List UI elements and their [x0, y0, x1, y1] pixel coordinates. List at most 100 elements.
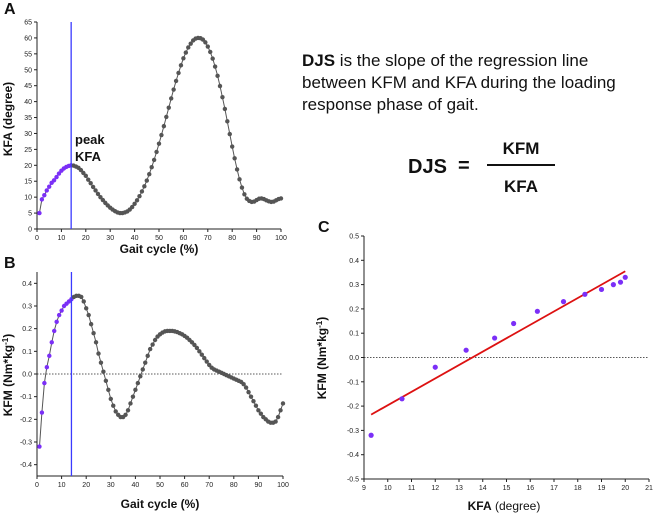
panel-c-data-point	[399, 396, 405, 402]
panel-a-y-tick-label: 20	[24, 163, 32, 170]
panel-a-data-point	[166, 105, 171, 110]
panel-a-data-point	[151, 157, 157, 163]
panel-a-y-tick-label: 45	[24, 83, 32, 90]
panel-a-data-point	[90, 184, 96, 190]
panel-a-data-point	[44, 188, 49, 193]
panel-a-data-point	[176, 70, 181, 76]
panel-a-data-point	[129, 204, 135, 210]
panel-b-ylabel-end: )	[1, 334, 15, 338]
panel-a-data-point	[239, 185, 245, 190]
panel-b-x-tick-label: 10	[58, 482, 66, 489]
panel-b-data-point	[37, 444, 42, 449]
panel-c-y-tick-label: 0.0	[349, 355, 359, 362]
panel-c-x-tick-label: 21	[645, 485, 653, 492]
panel-a-x-tick-label: 0	[35, 235, 39, 242]
panel-c-x-tick-label: 19	[598, 485, 606, 492]
panel-b-data-point	[150, 342, 155, 347]
panel-a-xlabel: Gait cycle (%)	[120, 242, 199, 256]
panel-b-data-point	[56, 312, 62, 318]
panel-b-data-point	[81, 299, 86, 304]
panel-c-x-tick-label: 20	[621, 485, 629, 492]
panel-c-y-tick-label: 0.4	[349, 258, 359, 265]
panel-a-data-point	[203, 40, 208, 45]
panel-a-label: A	[4, 1, 16, 18]
panel-a-data-point	[51, 178, 57, 183]
panel-a-data-point	[171, 87, 176, 92]
panel-b-data-point	[113, 409, 118, 414]
description-term: DJS	[302, 51, 335, 70]
panel-a-data-point	[156, 141, 162, 146]
panel-c-data-point	[560, 299, 567, 305]
panel-b-data-point	[199, 352, 205, 357]
panel-c-label: C	[318, 219, 330, 236]
description-line2: between KFM and KFA during the loading	[302, 73, 616, 92]
panel-b-data-point	[49, 340, 54, 345]
panel-c-data-point	[598, 286, 605, 293]
panel-b-data-point	[108, 396, 114, 402]
panel-b-data-point	[243, 385, 249, 390]
panel-c-data-point	[511, 320, 517, 327]
panel-b-x-tick-label: 0	[35, 482, 39, 489]
panel-b-data-point	[96, 351, 101, 356]
panel-a-data-point	[242, 192, 247, 197]
panel-c-y-tick-label: 0.3	[349, 282, 359, 289]
panel-a-data-point	[173, 78, 179, 84]
panel-a-x-tick-label: 70	[204, 235, 212, 242]
panel-a-data-point	[208, 49, 213, 55]
panel-b-ylabel-sup: -1	[1, 337, 10, 345]
panel-b-data-point	[79, 294, 84, 300]
panel-a-data-point	[154, 149, 159, 155]
peak-kfa-annotation-line2: KFA	[75, 149, 102, 164]
panel-a-data-point	[178, 63, 184, 68]
panel-b-data-point	[54, 319, 59, 325]
panel-b-data-point	[147, 346, 153, 352]
panel-b-data-point	[133, 387, 138, 393]
panel-c-x-tick-label: 12	[431, 485, 439, 492]
panel-b-data-point	[145, 353, 150, 359]
panel-c-data-point	[368, 432, 374, 438]
panel-b-data-point	[253, 403, 259, 408]
panel-c-x-tick-label: 18	[574, 485, 582, 492]
panel-a-data-point	[100, 197, 106, 203]
panel-b-y-tick-label: -0.4	[20, 462, 32, 469]
panel-a-y-tick-label: 50	[24, 67, 32, 74]
panel-c-ylabel-sup: -1	[315, 320, 324, 328]
panel-b-data-point	[44, 365, 50, 370]
panel-a-data-point	[137, 193, 142, 199]
panel-a-data-point	[210, 56, 215, 61]
panel-a-data-point	[222, 106, 228, 112]
panel-c-x-tick-label: 13	[455, 485, 463, 492]
panel-a-data-point	[132, 201, 137, 207]
panel-b-data-point	[128, 401, 133, 406]
panel-b: B KFM (Nm*kg-1) Gait cycle (%) 0 10 20 30 40…	[1, 255, 289, 511]
panel-b-data-point	[130, 394, 136, 399]
panel-a-data-point	[88, 180, 93, 186]
panel-b-data-point	[111, 403, 116, 408]
panel-a-data-point	[47, 184, 52, 189]
panel-b-data-point	[125, 408, 131, 413]
panel-a-y-tick-label: 65	[24, 20, 32, 27]
panel-b-data-point	[52, 328, 57, 334]
panel-a-data-point	[181, 56, 186, 61]
description-line3: response phase of gait.	[302, 95, 479, 114]
panel-c-data-point	[610, 282, 616, 288]
panel-c-x-tick-label: 14	[479, 485, 487, 492]
panel-b-x-tick-label: 30	[107, 482, 115, 489]
panel-a-data-point	[200, 37, 206, 42]
panel-a-data-point	[230, 144, 235, 149]
panel-a-data-point	[225, 119, 230, 124]
panel-c-x-tick-label: 17	[550, 485, 558, 492]
panel-c: C KFM (Nm*kg-1) KFA (degree) 9 10 11 12 13 14…	[315, 219, 653, 513]
panel-c-y-tick-label: -0.2	[347, 404, 359, 411]
panel-a-data-point	[149, 165, 154, 170]
panel-b-y-tick-label: 0.4	[22, 281, 32, 288]
panel-a-data-point	[169, 96, 174, 101]
panel-b-data-point	[143, 360, 148, 365]
description-line1: DJS is the slope of the regression line	[302, 51, 588, 70]
panel-b-label: B	[4, 255, 16, 272]
panel-a-data-point	[39, 197, 45, 202]
panel-a-data-point	[86, 177, 91, 182]
panel-c-y-tick-label: 0.2	[349, 306, 359, 313]
panel-c-y-tick-label: 0.1	[349, 331, 359, 338]
panel-b-data-point	[93, 340, 99, 345]
